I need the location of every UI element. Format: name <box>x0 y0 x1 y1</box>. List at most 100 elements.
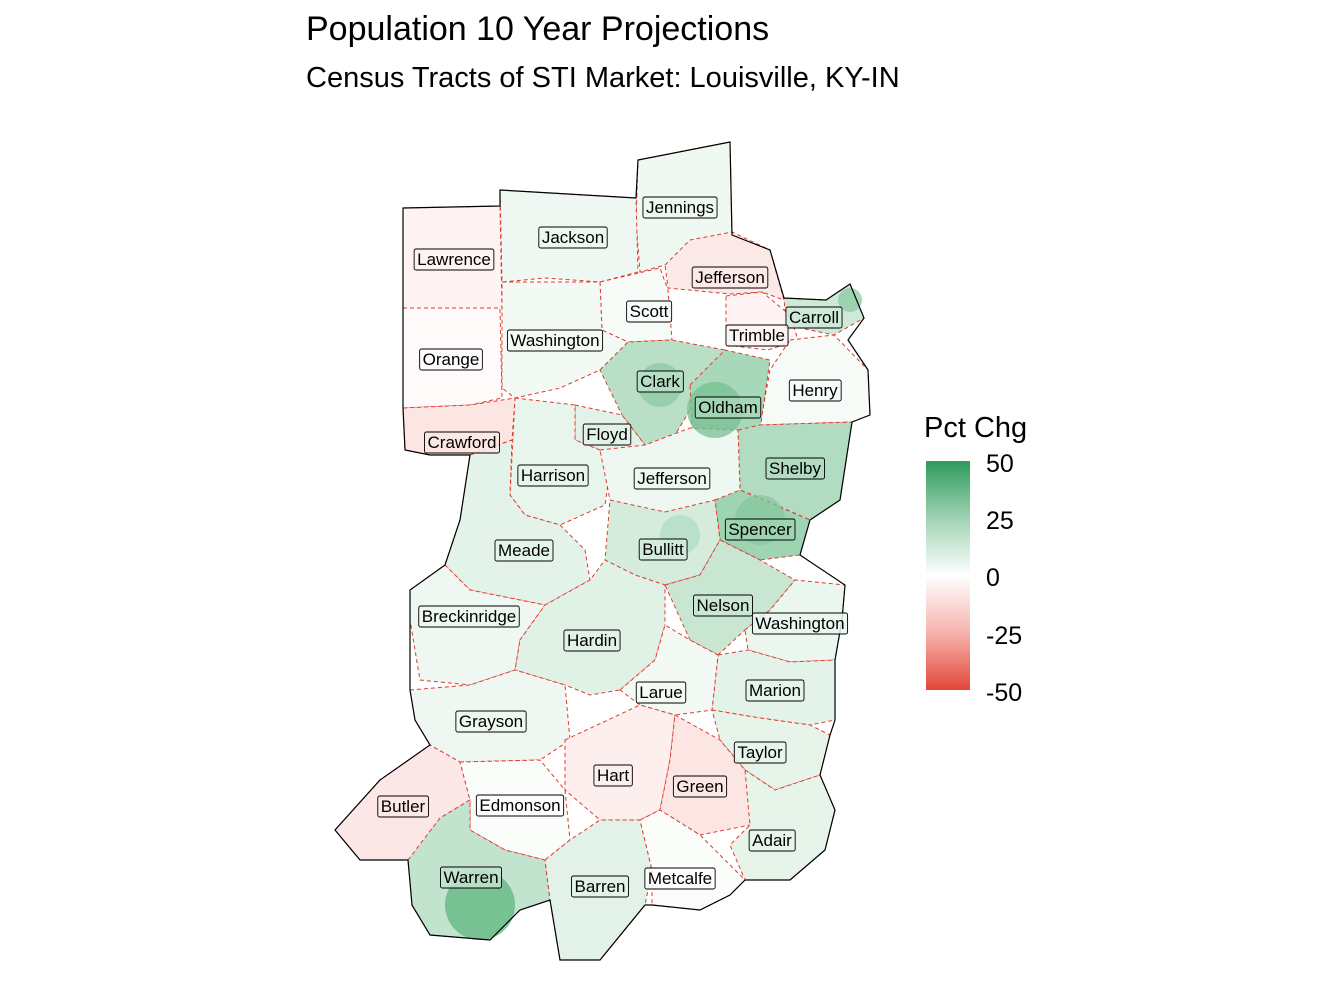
county-region <box>444 439 591 606</box>
legend-tick-neg25: -25 <box>986 622 1023 650</box>
county-label: Jefferson <box>633 467 711 490</box>
county-label-text: Washington <box>755 614 844 633</box>
county-label-text: Crawford <box>428 433 497 452</box>
county-label: Marion <box>745 679 805 702</box>
county-label-box <box>418 605 520 628</box>
county-label: Scott <box>626 300 673 323</box>
market-outline <box>334 141 871 961</box>
county-label-box <box>724 518 796 541</box>
county-label: Metcalfe <box>644 867 716 890</box>
county-label: Floyd <box>582 423 632 446</box>
county-label: Bullitt <box>638 538 688 561</box>
county-label-text: Hardin <box>567 631 617 650</box>
county-label-text: Meade <box>498 541 550 560</box>
county-label-text: Trimble <box>729 326 785 345</box>
county-label-text: Orange <box>423 350 480 369</box>
county-label-box <box>517 464 589 487</box>
county-label-box <box>506 329 604 352</box>
county-label-text: Butler <box>381 797 426 816</box>
county-label-box <box>455 710 527 733</box>
county-label: Washington <box>751 612 849 635</box>
county-label-box <box>785 306 843 329</box>
county-label-box <box>419 348 483 371</box>
county-label-box <box>413 248 495 271</box>
county-label-box <box>638 538 688 561</box>
legend-color-bar <box>926 461 970 690</box>
county-label-text: Hart <box>597 766 629 785</box>
county-label-box <box>635 681 687 704</box>
county-label-text: Taylor <box>737 743 783 762</box>
county-label-text: Larue <box>639 683 682 702</box>
county-label-box <box>691 266 769 289</box>
county-label: Jackson <box>538 226 608 249</box>
county-label-text: Shelby <box>769 459 821 478</box>
county-label-box <box>494 539 554 562</box>
county-label: Hardin <box>563 629 621 652</box>
county-label-text: Warren <box>443 868 498 887</box>
county-label-box <box>745 679 805 702</box>
county-label-box <box>571 875 629 898</box>
county-label-box <box>694 396 762 419</box>
county-label-text: Jefferson <box>637 469 707 488</box>
county-label: Washington <box>506 329 604 352</box>
county-label: Taylor <box>733 741 787 764</box>
county-label-text: Metcalfe <box>648 869 712 888</box>
county-label-box <box>748 829 796 852</box>
county-label-text: Scott <box>630 302 669 321</box>
county-label: Grayson <box>455 710 527 733</box>
county-label: Oldham <box>694 396 762 419</box>
county-label-text: Nelson <box>697 596 750 615</box>
county-label-text: Barren <box>574 877 625 896</box>
county-label: Breckinridge <box>418 605 520 628</box>
county-label-text: Bullitt <box>642 540 684 559</box>
map-subtitle: Census Tracts of STI Market: Louisville,… <box>306 62 900 94</box>
county-label: Shelby <box>765 457 825 480</box>
county-label-text: Henry <box>792 381 838 400</box>
county-label-box <box>672 775 728 798</box>
county-label: Lawrence <box>413 248 495 271</box>
county-label: Jefferson <box>691 266 769 289</box>
county-label: Orange <box>419 348 483 371</box>
county-label-box <box>788 379 842 402</box>
county-label-box <box>582 423 632 446</box>
county-label: Trimble <box>725 324 789 347</box>
county-label-text: Jennings <box>646 198 714 217</box>
county-label-box <box>563 629 621 652</box>
county-label-box <box>751 612 849 635</box>
county-label: Carroll <box>785 306 843 329</box>
county-label: Spencer <box>724 518 796 541</box>
county-label: Henry <box>788 379 842 402</box>
county-label: Edmonson <box>475 794 565 817</box>
county-label: Crawford <box>424 431 500 454</box>
county-label: Nelson <box>693 594 753 617</box>
legend-title: Pct Chg <box>924 412 1028 444</box>
county-label-text: Green <box>676 777 723 796</box>
county-label-text: Edmonson <box>479 796 560 815</box>
county-label: Jennings <box>642 196 718 219</box>
county-label-box <box>765 457 825 480</box>
county-label-box <box>733 741 787 764</box>
county-label-box <box>642 196 718 219</box>
county-label-box <box>725 324 789 347</box>
county-label-box <box>475 794 565 817</box>
county-label-box <box>593 764 633 787</box>
county-label-text: Lawrence <box>417 250 491 269</box>
county-label-text: Marion <box>749 681 801 700</box>
county-label: Meade <box>494 539 554 562</box>
county-label-box <box>633 467 711 490</box>
county-label-text: Clark <box>640 372 680 391</box>
county-labels: Jennings Jackson Lawrence Jefferson Scott Car… <box>377 196 849 898</box>
tract-hotspot <box>838 288 862 312</box>
county-label-box <box>626 300 673 323</box>
county-label-box <box>424 431 500 454</box>
county-label-text: Breckinridge <box>422 607 517 626</box>
county-label: Adair <box>748 829 796 852</box>
county-label: Larue <box>635 681 687 704</box>
county-label-text: Grayson <box>459 712 523 731</box>
county-label-text: Jackson <box>542 228 604 247</box>
county-label-box <box>644 867 716 890</box>
county-label-text: Adair <box>752 831 792 850</box>
county-label: Green <box>672 775 728 798</box>
county-label-box <box>636 370 684 393</box>
county-label-box <box>693 594 753 617</box>
